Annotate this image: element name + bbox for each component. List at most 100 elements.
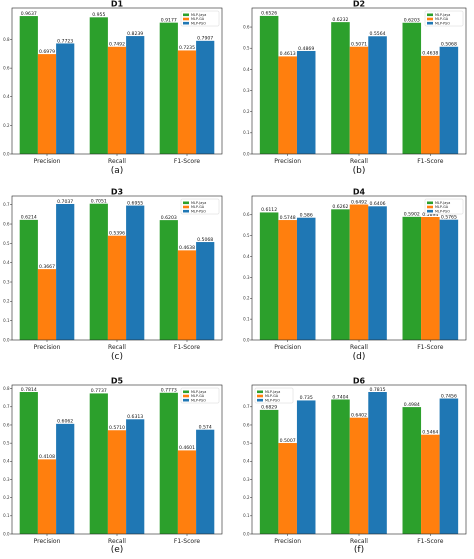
y-tick-label: 0.5: [3, 241, 10, 246]
y-tick-label: 0.2: [243, 495, 250, 500]
bar-pso-precision: [56, 43, 75, 155]
chart-panel-1: D10.00.20.40.60.8Precision0.96370.69790.…: [3, 0, 223, 176]
bar-pso-recall: [368, 36, 387, 155]
y-tick-label: 0.0: [243, 531, 250, 536]
y-tick-label: 0.4: [243, 254, 250, 259]
y-tick-label: 0.6: [3, 221, 10, 226]
category-label: Recall: [108, 538, 126, 545]
bar-ga-f1-score: [177, 250, 197, 340]
bar-value-label: 0.5710: [109, 425, 125, 431]
bar-value-label: 0.5765: [441, 214, 457, 220]
legend-label: MLP-Jaya: [191, 390, 206, 394]
bar-ga-f1-score: [421, 216, 440, 340]
category-label: F1-Score: [174, 344, 201, 351]
bar-ga-recall: [107, 235, 127, 340]
plot-frame: [11, 7, 223, 155]
y-tick-label: 0.1: [243, 513, 250, 518]
legend-label: MLP-PSO: [435, 209, 450, 213]
legend-label: MLP-GA: [191, 17, 205, 21]
bar-value-label: 0.5564: [370, 31, 386, 37]
legend-swatch-pso: [257, 398, 263, 402]
bar-jaya-recall: [331, 209, 350, 340]
bar-value-label: 0.4108: [39, 454, 55, 460]
bar-value-label: 0.586: [300, 213, 313, 219]
y-tick-label: 0.6: [3, 66, 10, 71]
bar-value-label: 0.574: [199, 425, 212, 431]
bar-ga-f1-score: [421, 434, 440, 534]
bar-value-label: 0.7235: [179, 45, 195, 51]
bar-value-label: 0.7815: [370, 387, 386, 393]
bar-value-label: 0.4638: [179, 245, 195, 251]
category-label: Recall: [350, 538, 368, 545]
bar-pso-recall: [126, 205, 145, 340]
category-label: Recall: [108, 344, 126, 351]
bar-value-label: 0.6313: [127, 414, 143, 420]
bar-value-label: 0.6062: [57, 419, 73, 425]
bar-value-label: 0.4613: [280, 51, 296, 57]
bar-jaya-precision: [259, 212, 279, 340]
bar-pso-precision: [56, 203, 75, 340]
bar-value-label: 0.6492: [351, 199, 367, 205]
bar-value-label: 0.7773: [161, 388, 177, 394]
bar-value-label: 0.6112: [261, 207, 277, 213]
bar-pso-recall: [126, 36, 145, 154]
bar-value-label: 0.7404: [332, 394, 348, 400]
y-tick-label: 0.3: [3, 279, 10, 284]
y-tick-label: 0.2: [243, 109, 250, 114]
legend-swatch-ga: [257, 394, 263, 398]
bar-value-label: 0.7814: [21, 387, 37, 393]
y-tick-label: 0.5: [243, 233, 250, 238]
category-label: Recall: [350, 158, 368, 165]
bar-ga-precision: [37, 54, 57, 155]
y-tick-label: 0.0: [3, 151, 10, 156]
category-label: F1-Score: [174, 538, 201, 545]
bar-jaya-precision: [19, 219, 38, 340]
y-tick-label: 0.3: [243, 477, 250, 482]
panel-caption: (b): [353, 166, 366, 176]
plot-frame: [11, 195, 223, 341]
bar-jaya-recall: [89, 393, 108, 534]
legend-label: MLP-Jaya: [191, 13, 206, 17]
bar-value-label: 0.9637: [21, 11, 37, 17]
y-tick-label: 0.2: [3, 299, 10, 304]
y-tick-label: 0.6: [243, 422, 250, 427]
bar-jaya-f1-score: [159, 22, 178, 154]
legend-label: MLP-PSO: [191, 209, 206, 213]
category-label: Precision: [274, 158, 301, 165]
legend-swatch-jaya: [183, 201, 189, 205]
legend-swatch-pso: [427, 21, 433, 25]
bar-pso-f1-score: [196, 429, 215, 534]
bar-pso-f1-score: [439, 219, 459, 340]
legend-label: MLP-Jaya: [435, 13, 450, 17]
bar-pso-f1-score: [196, 242, 215, 340]
category-label: Precision: [274, 344, 301, 351]
bar-jaya-recall: [331, 22, 350, 155]
chart-title: D6: [353, 377, 366, 386]
legend-swatch-ga: [427, 17, 433, 21]
bar-jaya-recall: [89, 17, 108, 154]
bar-value-label: 0.4638: [422, 51, 438, 57]
legend-label: MLP-Jaya: [265, 390, 280, 394]
category-label: Precision: [34, 538, 61, 545]
bar-pso-f1-score: [196, 40, 215, 154]
bar-value-label: 0.5464: [422, 430, 438, 436]
bar-value-label: 0.6829: [261, 405, 277, 411]
legend-swatch-jaya: [257, 390, 263, 394]
y-tick-label: 0.8: [3, 386, 10, 391]
y-tick-label: 0.1: [3, 318, 10, 323]
legend-label: MLP-PSO: [265, 398, 280, 402]
bar-jaya-precision: [259, 409, 279, 534]
bar-ga-recall: [349, 417, 369, 534]
bar-value-label: 0.6203: [404, 18, 420, 24]
bar-ga-recall: [107, 46, 127, 155]
bar-value-label: 0.7456: [441, 393, 457, 399]
y-tick-label: 0.0: [3, 531, 10, 536]
legend-swatch-jaya: [183, 390, 189, 394]
bar-value-label: 0.6214: [21, 215, 37, 221]
category-label: Precision: [34, 158, 61, 165]
legend-label: MLP-GA: [265, 394, 279, 398]
